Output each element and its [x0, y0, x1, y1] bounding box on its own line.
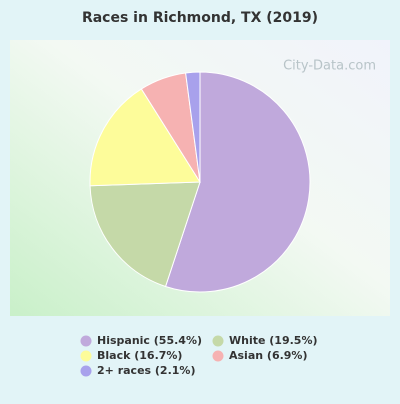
watermark: City-Data.com — [283, 59, 376, 74]
legend-swatch — [80, 350, 92, 362]
legend-swatch — [212, 350, 224, 362]
pie-slice — [89, 88, 201, 187]
pie-slice — [185, 71, 201, 183]
legend-swatch — [80, 335, 92, 347]
legend-label: Black (16.7%) — [97, 349, 182, 362]
legend-swatch — [80, 365, 92, 377]
pie-slice — [89, 181, 201, 288]
legend-label: Hispanic (55.4%) — [97, 334, 202, 347]
pie-slice — [164, 71, 311, 293]
legend-swatch — [212, 335, 224, 347]
legend-label: 2+ races (2.1%) — [97, 364, 195, 377]
legend-label: Asian (6.9%) — [229, 349, 307, 362]
legend-label: White (19.5%) — [229, 334, 318, 347]
chart-title: Races in Richmond, TX (2019) — [82, 10, 318, 26]
